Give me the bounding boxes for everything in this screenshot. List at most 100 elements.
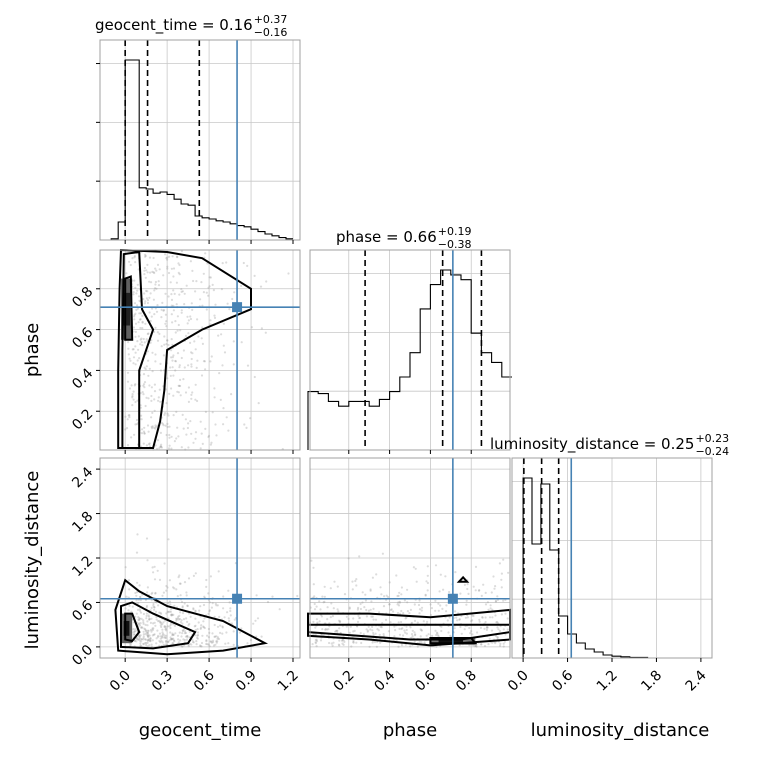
- sample-point: [136, 608, 140, 612]
- sample-point: [188, 642, 191, 646]
- truth-marker: [232, 302, 243, 313]
- sample-point: [456, 619, 459, 622]
- sample-point: [208, 609, 211, 612]
- sample-point: [185, 617, 188, 620]
- sample-point: [336, 629, 339, 632]
- sample-point: [127, 347, 130, 350]
- sample-point: [144, 253, 147, 256]
- sample-point: [141, 320, 144, 323]
- sample-point: [171, 359, 174, 362]
- sample-point: [393, 625, 396, 628]
- sample-point: [215, 434, 218, 437]
- sample-point: [152, 602, 155, 606]
- sample-point: [476, 631, 479, 634]
- sample-point: [176, 329, 179, 332]
- sample-point: [155, 601, 158, 604]
- sample-point: [218, 615, 221, 619]
- sample-point: [139, 596, 142, 599]
- sample-point: [222, 607, 225, 610]
- sample-point: [390, 608, 393, 611]
- sample-point: [137, 635, 140, 638]
- sample-point: [479, 626, 482, 630]
- sample-point: [165, 639, 168, 643]
- contour-geocent_time-luminosity_distance: [124, 612, 141, 643]
- sample-point: [313, 608, 317, 611]
- sample-point: [400, 609, 403, 613]
- scatter-samples-geocent_time-luminosity_distance: [124, 533, 299, 648]
- sample-point: [179, 611, 182, 614]
- sample-point: [151, 425, 154, 428]
- sample-point: [187, 332, 190, 335]
- sample-point: [138, 624, 142, 627]
- sample-point: [183, 292, 186, 295]
- sample-point: [134, 286, 137, 289]
- sample-point: [145, 641, 148, 645]
- sample-point: [249, 417, 252, 420]
- sample-point: [230, 393, 233, 396]
- sample-point: [160, 446, 163, 449]
- sample-point: [132, 348, 135, 351]
- sample-point: [159, 641, 162, 644]
- sample-point: [158, 644, 161, 647]
- sample-point: [396, 612, 400, 615]
- sample-point: [402, 634, 405, 637]
- sample-point: [314, 638, 317, 642]
- sample-point: [388, 603, 391, 606]
- sample-point: [168, 639, 171, 642]
- sample-point: [399, 612, 402, 615]
- sample-point: [398, 601, 401, 604]
- sample-point: [148, 618, 151, 621]
- sample-point: [170, 304, 173, 307]
- sample-point: [201, 342, 204, 345]
- sample-point: [231, 297, 234, 301]
- sample-point: [173, 440, 176, 443]
- sample-point: [210, 441, 213, 444]
- sample-point: [225, 261, 228, 264]
- sample-point: [355, 578, 358, 581]
- sample-point: [437, 635, 440, 638]
- sample-point: [210, 641, 213, 644]
- sample-point: [167, 295, 170, 298]
- sample-point: [194, 383, 197, 386]
- sample-point: [362, 633, 365, 636]
- sample-point: [191, 352, 194, 355]
- sample-point: [437, 602, 440, 605]
- sample-point: [194, 610, 197, 613]
- sample-point: [125, 427, 129, 430]
- tick-label-phase: 0.2: [331, 668, 358, 695]
- sample-point: [165, 257, 168, 260]
- sample-point: [397, 621, 400, 624]
- sample-point: [180, 356, 183, 360]
- sample-point: [323, 595, 326, 598]
- sample-point: [128, 387, 132, 390]
- sample-point: [145, 612, 148, 615]
- sample-point: [150, 643, 153, 646]
- sample-point: [138, 608, 141, 611]
- sample-point: [481, 616, 484, 619]
- sample-point: [154, 592, 157, 595]
- sample-point: [176, 352, 180, 355]
- sample-point: [215, 635, 218, 638]
- sample-point: [422, 620, 425, 623]
- sample-point: [491, 608, 494, 611]
- sample-point: [170, 338, 173, 341]
- sample-point: [482, 583, 485, 586]
- sample-point: [500, 572, 503, 575]
- sample-point: [169, 374, 172, 377]
- sample-point: [160, 612, 163, 615]
- sample-point: [413, 619, 417, 623]
- sample-point: [142, 442, 145, 445]
- sample-point: [142, 619, 145, 622]
- sample-point: [143, 432, 146, 435]
- sample-point: [153, 383, 156, 386]
- sample-point: [151, 351, 154, 354]
- sample-point: [172, 309, 175, 312]
- contour-geocent_time-phase: [117, 248, 252, 449]
- sample-point: [396, 603, 399, 606]
- sample-point: [318, 620, 321, 623]
- tick-label-geocent_time: 1.2: [275, 668, 302, 695]
- sample-point: [170, 637, 173, 641]
- sample-point: [129, 643, 132, 646]
- sample-point: [146, 632, 149, 635]
- sample-point: [198, 609, 201, 612]
